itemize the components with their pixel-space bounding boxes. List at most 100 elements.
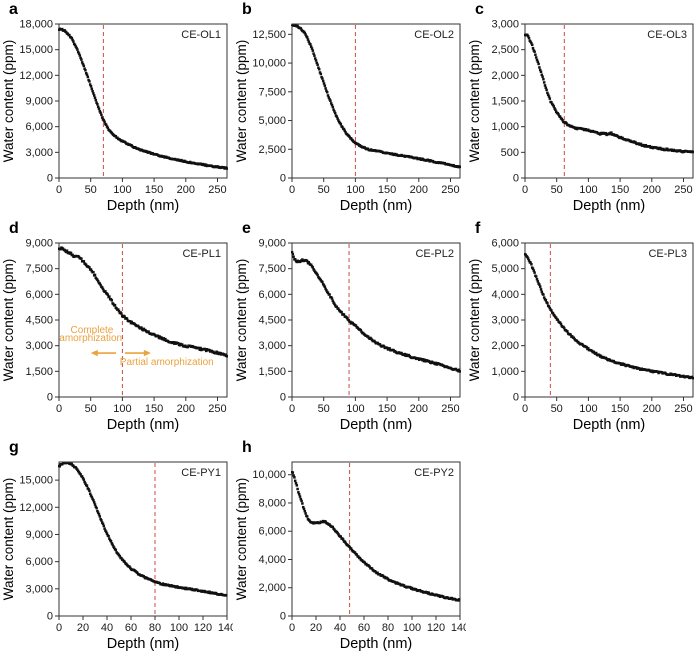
y-tick-label: 4,500 [25, 315, 53, 327]
x-tick-label: 150 [145, 184, 163, 196]
sample-label: CE-OL3 [647, 29, 687, 41]
y-tick-label: 10,000 [252, 58, 286, 70]
sample-label: CE-PY2 [414, 467, 454, 479]
panel-a: a 0 50 100 150 200 250 0 3,000 6,000 9,000 12,000 15… [0, 0, 233, 219]
panel-d: d 0 50 100 150 200 250 0 1,500 3,000 4,500 6,000 7,5… [0, 219, 233, 438]
data-series [58, 27, 228, 170]
x-tick-label: 250 [208, 184, 226, 196]
y-tick-label: 3,000 [491, 19, 519, 31]
x-tick-label: 50 [85, 184, 97, 196]
x-axis-label: Depth (nm) [107, 636, 180, 652]
panel-letter: b [242, 1, 252, 18]
y-tick-label: 3,000 [25, 583, 53, 595]
sample-label: CE-PL1 [182, 248, 221, 260]
x-tick-label: 0 [56, 184, 62, 196]
y-tick-label: 9,000 [258, 238, 286, 250]
x-tick-label: 0 [522, 184, 528, 196]
data-series [291, 250, 461, 373]
x-axis-label: Depth (nm) [340, 636, 413, 652]
y-tick-label: 6,000 [25, 289, 53, 301]
x-tick-label: 50 [551, 403, 563, 415]
annotation-text: Complete [71, 325, 114, 336]
y-tick-label: 4,000 [491, 289, 519, 301]
y-axis-label: Water content (ppm) [467, 259, 482, 382]
panel-c: c 0 50 100 150 200 250 0 500 1,000 1,500 2,000 2,500… [466, 0, 699, 219]
y-tick-label: 1,000 [491, 366, 519, 378]
data-series [58, 246, 228, 358]
y-tick-label: 10,000 [252, 469, 286, 481]
x-tick-label: 150 [611, 403, 629, 415]
panel-letter: f [475, 220, 481, 237]
x-tick-label: 60 [125, 622, 137, 634]
plot-frame [291, 242, 461, 398]
x-tick-label: 0 [522, 403, 528, 415]
panel-g: g 0 20 40 60 80 100 120 140 0 3,000 6,000 9,000 12,00… [0, 438, 233, 657]
plot-frame [58, 242, 228, 398]
y-tick-label: 1,500 [258, 366, 286, 378]
y-tick-label: 2,000 [258, 582, 286, 594]
data-series [524, 33, 694, 154]
x-tick-label: 80 [149, 622, 161, 634]
x-tick-label: 100 [113, 184, 131, 196]
y-axis-label: Water content (ppm) [1, 259, 16, 382]
x-tick-label: 0 [289, 403, 295, 415]
y-tick-label: 3,000 [491, 315, 519, 327]
x-tick-label: 100 [346, 184, 364, 196]
x-tick-label: 100 [170, 622, 188, 634]
scatter-plot-CE-PL2: 0 50 100 150 200 250 0 1,500 3,000 4,500 6,000 7,50… [234, 238, 461, 433]
y-tick-label: 0 [47, 392, 53, 404]
plot-frame [291, 461, 461, 617]
y-tick-label: 1,000 [491, 121, 519, 133]
y-tick-label: 6,000 [491, 238, 519, 250]
x-tick-label: 200 [643, 403, 661, 415]
panel-letter: g [9, 439, 19, 456]
x-tick-label: 20 [77, 622, 89, 634]
x-tick-label: 150 [145, 403, 163, 415]
y-tick-label: 6,000 [258, 289, 286, 301]
y-tick-label: 0 [280, 173, 286, 185]
x-tick-label: 120 [194, 622, 212, 634]
x-tick-label: 200 [177, 403, 195, 415]
data-series [58, 462, 228, 597]
y-tick-label: 15,000 [19, 44, 53, 56]
y-tick-label: 7,500 [258, 263, 286, 275]
y-tick-label: 0 [513, 173, 519, 185]
y-tick-label: 6,000 [25, 556, 53, 568]
x-tick-label: 50 [551, 184, 563, 196]
x-tick-label: 0 [289, 622, 295, 634]
x-tick-label: 0 [56, 403, 62, 415]
scatter-plot-CE-PL1: 0 50 100 150 200 250 0 1,500 3,000 4,500 6,000 7,50… [1, 238, 228, 433]
plot-frame [291, 23, 461, 179]
x-tick-label: 50 [85, 403, 97, 415]
y-tick-label: 1,500 [25, 366, 53, 378]
x-tick-label: 250 [674, 403, 692, 415]
y-tick-label: 2,500 [258, 144, 286, 156]
x-tick-label: 0 [289, 184, 295, 196]
y-axis-label: Water content (ppm) [1, 40, 16, 163]
x-tick-label: 50 [318, 184, 330, 196]
y-tick-label: 3,000 [258, 340, 286, 352]
y-tick-label: 12,000 [19, 70, 53, 82]
x-tick-label: 120 [427, 622, 445, 634]
x-tick-label: 200 [410, 403, 428, 415]
plot-frame [58, 461, 228, 617]
scatter-plot-CE-PY2: 0 20 40 60 80 100 120 140 0 2,000 4,000 6,000 8,000 1… [234, 461, 466, 652]
x-tick-label: 40 [334, 622, 346, 634]
y-tick-label: 5,000 [258, 115, 286, 127]
y-tick-label: 0 [280, 611, 286, 623]
y-tick-label: 0 [47, 611, 53, 623]
sample-label: CE-PL2 [415, 248, 454, 260]
sample-label: CE-OL2 [414, 29, 454, 41]
sample-label: CE-OL1 [181, 29, 221, 41]
y-tick-label: 0 [513, 392, 519, 404]
y-tick-label: 9,000 [25, 529, 53, 541]
y-tick-label: 2,000 [491, 70, 519, 82]
panel-letter: e [242, 220, 251, 237]
y-axis-label: Water content (ppm) [234, 259, 249, 382]
x-tick-label: 200 [410, 184, 428, 196]
y-tick-label: 12,500 [252, 29, 286, 41]
x-tick-label: 250 [208, 403, 226, 415]
x-tick-label: 40 [101, 622, 113, 634]
x-tick-label: 150 [378, 184, 396, 196]
